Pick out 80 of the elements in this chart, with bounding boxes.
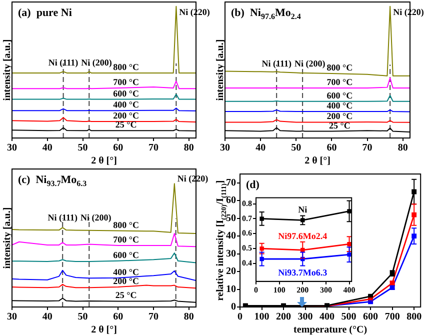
y-tick-label: 0.5 [242, 244, 252, 253]
series-label: 800 °C [113, 220, 140, 230]
y-tick-label: 0.4 [242, 258, 252, 268]
x-tick-label: 50 [78, 142, 88, 154]
point [260, 216, 264, 221]
series-label: 700 °C [113, 76, 140, 87]
series-label: 200 °C [113, 276, 140, 286]
series-label: 700 °C [113, 234, 140, 244]
x-tick-label: 500 [341, 312, 356, 323]
x-axis-title: 2 θ [°] [91, 156, 117, 167]
x-tick-label: 300 [298, 312, 313, 323]
series-label: 800 °C [113, 62, 140, 72]
series-label: 400 °C [326, 100, 353, 111]
x-tick-label: 70 [362, 142, 372, 154]
x-tick-label: 50 [291, 142, 302, 154]
x-tick-label: 80 [184, 312, 194, 323]
x-tick-label: 600 [363, 312, 378, 323]
x-tick-label: 50 [78, 312, 88, 323]
series-label: 25 °C [115, 120, 137, 130]
y-axis-title: intensity [a.u.] [215, 39, 226, 101]
y-tick-label: 70 [226, 177, 236, 188]
annotation: Ni (200) [80, 212, 112, 223]
series-label: 800 °C [326, 62, 353, 72]
y-axis-title: intensity [a.u.] [2, 39, 13, 101]
x-tick-label: 30 [7, 312, 17, 323]
x-tick-label: 100 [273, 285, 286, 294]
chart-title: (d) [246, 179, 260, 191]
x-tick-label: 0 [254, 285, 258, 294]
x-tick-label: 30 [7, 142, 17, 154]
annotation: Ni (111) [262, 58, 292, 69]
x-tick-label: 60 [113, 312, 124, 323]
series-label: 400 °C [113, 100, 140, 110]
series-label: Ni [298, 204, 308, 215]
series-label: 25 °C [115, 290, 137, 300]
series-label: 700 °C [326, 76, 353, 87]
x-axis-title: 2 θ [°] [304, 156, 330, 167]
x-tick-label: 400 [320, 312, 335, 323]
series-label: 200 °C [326, 111, 353, 122]
y-tick-label: 20 [226, 266, 236, 278]
x-tick-label: 300 [320, 285, 332, 294]
x-tick-label: 70 [148, 312, 159, 323]
series-label: Ni97.6Mo2.4 [278, 230, 328, 241]
series-label: 600 °C [113, 88, 140, 98]
y-tick-label: 30 [226, 248, 236, 260]
annotation: Ni (200) [81, 57, 112, 68]
x-tick-label: 80 [398, 142, 408, 154]
annotation: Ni (200) [294, 58, 326, 69]
x-axis-title: 2 θ [°] [91, 324, 117, 336]
series-label: 600 °C [113, 250, 140, 260]
x-tick-label: 700 [384, 312, 400, 323]
y-tick-label: 0 [231, 302, 236, 313]
y-tick-label: 50 [226, 212, 236, 224]
series-label: 600 °C [326, 90, 353, 100]
x-axis-title: temperature (°C) [294, 324, 368, 336]
x-tick-label: 100 [254, 312, 270, 323]
chart-title: (a) pure Ni [18, 7, 72, 19]
series-label: 400 °C [113, 266, 140, 277]
x-tick-label: 200 [276, 312, 292, 323]
series-label: 200 °C [113, 110, 140, 121]
x-tick-label: 40 [42, 142, 52, 154]
annotation: Ni (111) [48, 212, 78, 223]
y-tick-label: 10 [226, 284, 236, 295]
series-label: 25 °C [329, 120, 350, 130]
x-tick-label: 80 [184, 142, 194, 154]
x-tick-label: 70 [148, 142, 159, 154]
x-tick-label: 60 [326, 142, 337, 154]
y-tick-label: 40 [226, 230, 236, 242]
annotation: Ni (111) [48, 57, 78, 68]
x-tick-label: 200 [296, 285, 309, 294]
y-tick-label: 0.8 [242, 198, 252, 208]
x-tick-label: 40 [42, 312, 52, 323]
y-tick-label: 0.6 [242, 228, 252, 238]
x-tick-label: 400 [343, 285, 356, 294]
y-tick-label: 0.7 [242, 214, 252, 223]
x-tick-label: 40 [256, 142, 266, 154]
x-tick-label: 800 [406, 312, 422, 323]
series-label: Ni93.7Mo6.3 [278, 268, 328, 278]
y-tick-label: 60 [226, 195, 236, 206]
x-tick-label: 60 [113, 142, 124, 154]
y-axis-title: intensity [a.u.] [2, 207, 13, 269]
